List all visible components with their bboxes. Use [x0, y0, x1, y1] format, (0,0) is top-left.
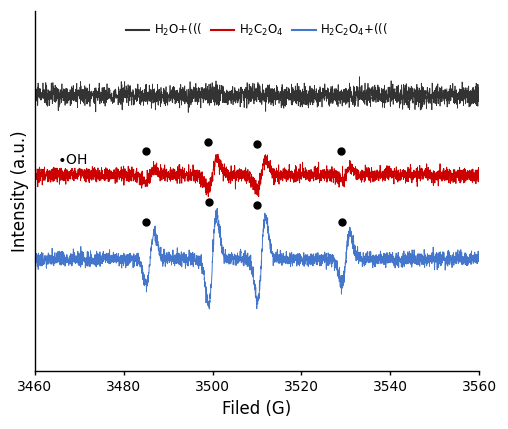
Legend: H$_2$O+(((, H$_2$C$_2$O$_4$, H$_2$C$_2$O$_4$+(((: H$_2$O+(((, H$_2$C$_2$O$_4$, H$_2$C$_2$O…: [121, 17, 393, 42]
Text: $\bullet$OH: $\bullet$OH: [57, 153, 87, 167]
X-axis label: Filed (G): Filed (G): [223, 400, 292, 418]
Y-axis label: Intensity (a.u.): Intensity (a.u.): [11, 130, 29, 252]
